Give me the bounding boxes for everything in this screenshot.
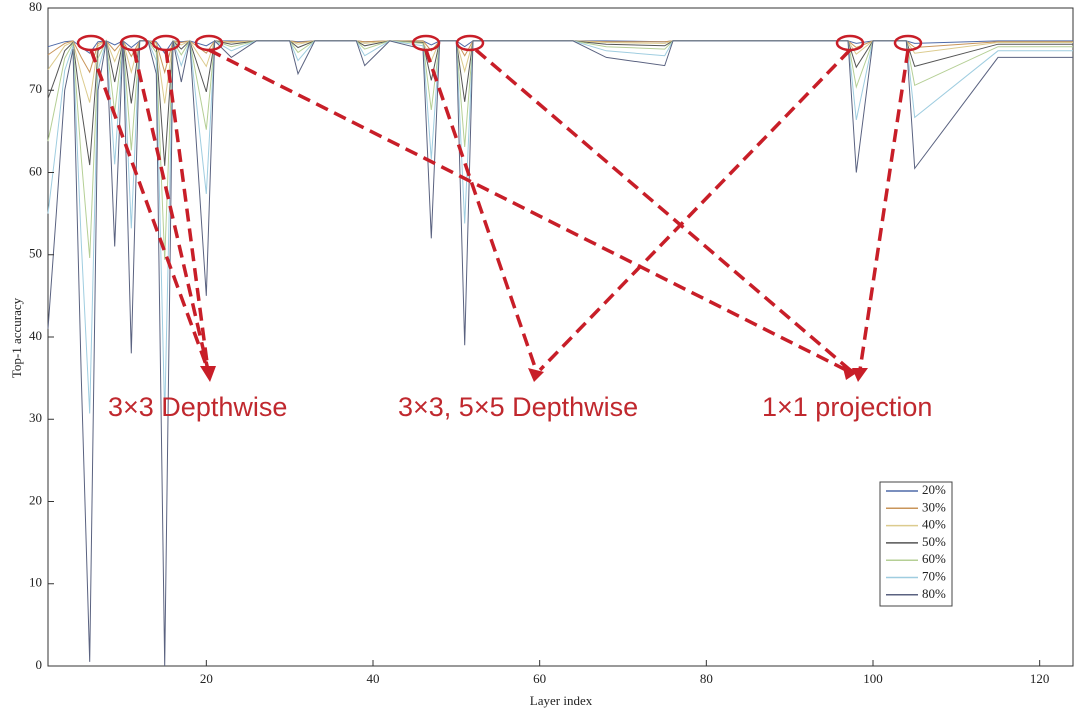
legend-label: 40% [922,517,946,532]
legend-label: 70% [922,568,946,583]
y-tick-label: 30 [29,410,42,425]
y-tick-label: 70 [29,81,42,96]
legend-label: 80% [922,586,946,601]
arrow-head [842,364,858,380]
x-tick-label: 20 [200,671,213,686]
x-tick-label: 60 [533,671,546,686]
legend-label: 30% [922,499,946,514]
legend-label: 60% [922,551,946,566]
arrow [858,49,910,371]
annotation: 3×3, 5×5 Depthwise [398,392,638,422]
highlight-ring [455,34,485,52]
y-tick-label: 0 [36,657,43,672]
arrow-head [528,368,544,382]
x-tick-label: 80 [700,671,713,686]
lines [47,39,1073,667]
y-tick-label: 20 [29,492,42,507]
arrow [538,48,852,372]
annotation: 1×1 projection [762,392,932,422]
y-tick-label: 50 [29,246,42,261]
legend-label: 20% [922,482,946,497]
arrow [89,49,210,371]
annotation-marks [76,34,923,382]
y-tick-label: 40 [29,328,42,343]
arrow-head [852,368,868,382]
legend-box [879,481,953,607]
arrow [164,49,210,371]
arrow [474,48,852,372]
arrow [424,49,538,371]
y-tick-label: 80 [29,0,42,14]
annotation: 3×3 Depthwise [108,392,287,422]
x-tick-label: 100 [863,671,883,686]
arrow-head [200,366,216,382]
y-tick-label: 60 [29,163,42,178]
x-tick-label: 40 [367,671,380,686]
arrow [132,49,210,371]
y-tick-label: 10 [29,575,42,590]
x-axis-label: Layer index [530,693,593,708]
y-axis-label: Top-1 accuracy [9,297,24,378]
series-line [47,39,1073,667]
x-tick-label: 120 [1030,671,1050,686]
legend-label: 50% [922,534,946,549]
